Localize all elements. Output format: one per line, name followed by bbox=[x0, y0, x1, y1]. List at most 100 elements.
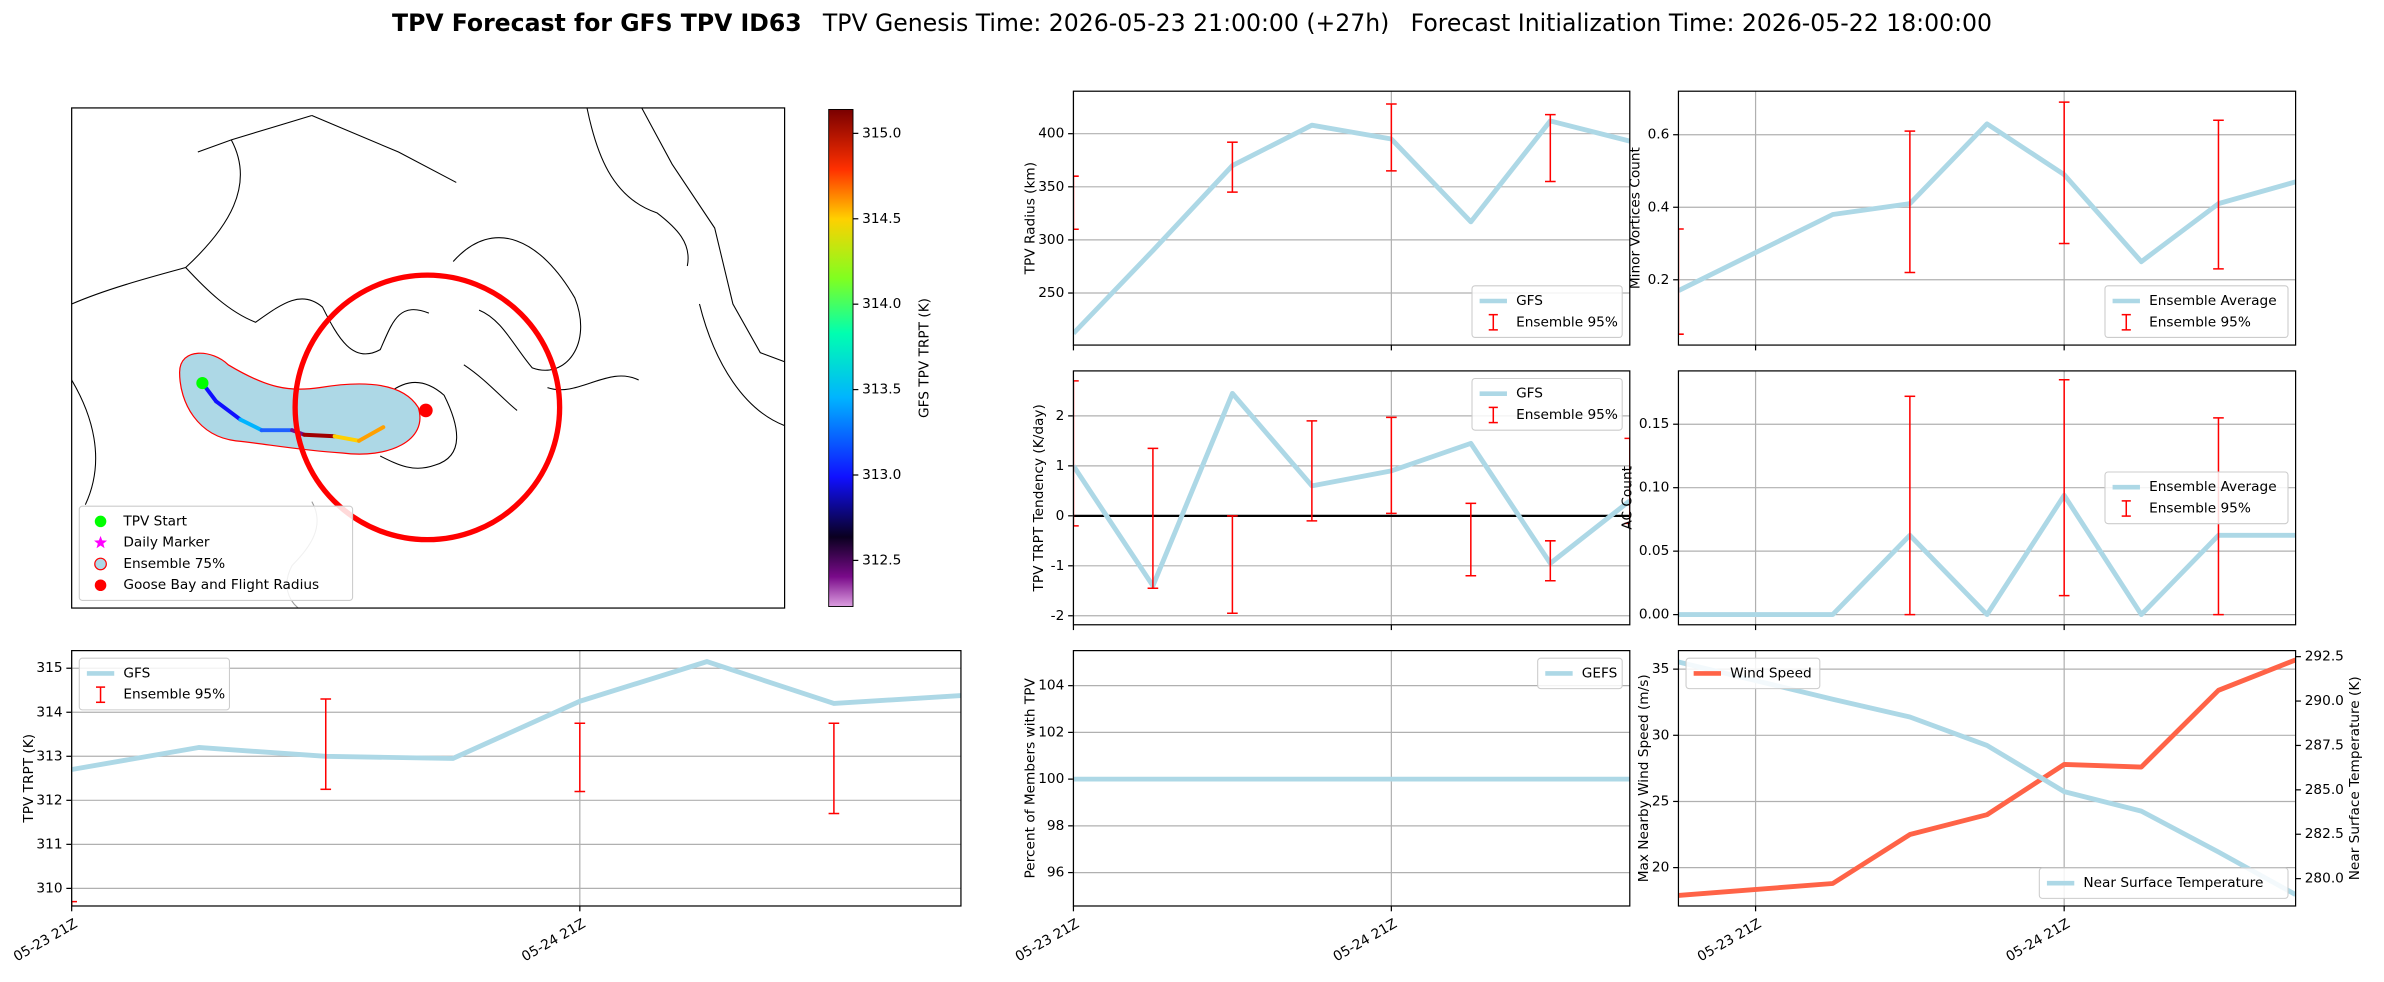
y-axis-label: TPV TRPT Tendency (K/day) bbox=[1031, 404, 1047, 592]
plot-area bbox=[1678, 379, 2296, 618]
legend-label: GEFS bbox=[1582, 665, 1618, 681]
colorbar-tick-label: 312.5 bbox=[862, 552, 901, 568]
series-line bbox=[1678, 659, 2296, 897]
legend-box bbox=[2104, 285, 2289, 338]
y-axis-label: TPV TRPT (K) bbox=[21, 734, 37, 824]
y-axis-label: Percent of Members with TPV bbox=[1023, 678, 1039, 879]
y2-tick-label: 285.0 bbox=[2305, 782, 2344, 798]
legend: GFS Ensemble 95% bbox=[1471, 285, 1623, 338]
colorbar bbox=[828, 108, 854, 607]
y-tick-label: 0 bbox=[1056, 508, 1065, 524]
legend: GFS Ensemble 95% bbox=[1471, 377, 1623, 431]
legend-label: Ensemble Average bbox=[2149, 293, 2277, 309]
y-tick-label: 30 bbox=[1652, 727, 1669, 743]
title-main: TPV Forecast for GFS TPV ID63 bbox=[392, 9, 802, 37]
legend-label: Near Surface Temperature bbox=[2083, 875, 2263, 891]
y-tick-label: 0.2 bbox=[1648, 272, 1670, 288]
colorbar-tick-label: 313.0 bbox=[862, 467, 901, 483]
y-tick-label: 20 bbox=[1652, 860, 1669, 876]
legend-label: Ensemble 95% bbox=[1516, 314, 1618, 330]
legend-swatch bbox=[94, 515, 107, 528]
y-tick-label: 0.6 bbox=[1648, 127, 1670, 143]
flight-radius bbox=[292, 272, 563, 543]
legend: Ensemble Average Ensemble 95% bbox=[2104, 471, 2289, 525]
x-tick-label: 05-24 21Z bbox=[1331, 916, 1400, 965]
legend-label: Ensemble Average bbox=[2149, 479, 2277, 495]
legend-label: Wind Speed bbox=[1730, 665, 1812, 681]
ensemble-75-area bbox=[178, 352, 421, 455]
legend-label: GFS bbox=[1516, 293, 1543, 309]
y-axis-label: Max Nearby Wind Speed (m/s) bbox=[1636, 674, 1652, 882]
x-tick-label: 05-23 21Z bbox=[11, 916, 80, 965]
plot-area bbox=[1073, 103, 1630, 336]
y-tick-label: 313 bbox=[36, 748, 62, 764]
legend: GFS Ensemble 95% bbox=[78, 657, 230, 711]
legend-label: Ensemble 95% bbox=[1516, 407, 1618, 423]
y-tick-label: 0.15 bbox=[1639, 416, 1669, 432]
y-tick-label: 400 bbox=[1038, 126, 1064, 142]
series-line bbox=[1073, 390, 1630, 589]
y2-tick-label: 287.5 bbox=[2305, 737, 2344, 753]
y2-tick-label: 280.0 bbox=[2305, 871, 2344, 887]
colorbar-tick-label: 313.5 bbox=[862, 382, 901, 398]
y-tick-label: 100 bbox=[1038, 771, 1064, 787]
plot-area bbox=[1073, 380, 1630, 615]
legend: Ensemble Average Ensemble 95% bbox=[2104, 285, 2289, 338]
y-tick-label: 315 bbox=[36, 660, 62, 676]
y-tick-label: -1 bbox=[1051, 558, 1065, 574]
legend-box bbox=[78, 657, 230, 711]
y-tick-label: 314 bbox=[36, 704, 62, 720]
y-tick-label: 350 bbox=[1038, 179, 1064, 195]
colorbar-tick-label: 315.0 bbox=[862, 125, 901, 141]
genesis-time: TPV Genesis Time: 2026-05-23 21:00:00 (+… bbox=[822, 9, 1389, 37]
y-tick-label: 250 bbox=[1038, 285, 1064, 301]
map-frame bbox=[71, 107, 786, 609]
coastlines bbox=[71, 107, 785, 505]
legend-swatch bbox=[94, 557, 107, 571]
plot-background bbox=[1678, 650, 2296, 906]
y-axis-label: TPV Radius (km) bbox=[1023, 162, 1039, 275]
plot-frame bbox=[71, 650, 962, 907]
legend-box bbox=[1471, 377, 1623, 431]
plot-frame bbox=[1677, 90, 2297, 346]
init-time: Forecast Initialization Time: 2026-05-22… bbox=[1411, 9, 1992, 37]
plot-area bbox=[1678, 101, 2296, 335]
plot-frame bbox=[1072, 90, 1631, 346]
legend-label: Ensemble 75% bbox=[123, 556, 225, 572]
y-tick-label: 35 bbox=[1652, 661, 1669, 677]
colorbar-label: GFS TPV TRPT (K) bbox=[916, 298, 932, 418]
legend: Near Surface Temperature bbox=[2038, 867, 2289, 899]
legend-label: TPV Start bbox=[122, 513, 187, 529]
plot-frame bbox=[1677, 650, 2297, 907]
y-tick-label: 0.10 bbox=[1639, 480, 1669, 496]
y2-tick-label: 292.5 bbox=[2305, 649, 2344, 665]
legend-swatch bbox=[94, 579, 107, 592]
legend: TPV Start Daily Marker Ensemble 75% Goose B… bbox=[78, 505, 354, 601]
tpv-start bbox=[196, 376, 209, 390]
series-line bbox=[1678, 492, 2296, 618]
y-tick-label: 311 bbox=[36, 836, 62, 852]
colorbar-tick-label: 314.5 bbox=[862, 211, 901, 227]
y-axis-label: AC Count bbox=[1619, 465, 1635, 529]
series-line bbox=[71, 659, 961, 772]
y-tick-label: 25 bbox=[1652, 793, 1669, 809]
y-tick-label: 102 bbox=[1038, 724, 1064, 740]
y-axis-label: Minor Vortices Count bbox=[1628, 146, 1644, 289]
legend-label: Ensemble 95% bbox=[123, 687, 225, 703]
legend-swatch bbox=[94, 535, 108, 549]
legend-box bbox=[1685, 657, 1821, 690]
colorbar-tick-label: 314.0 bbox=[862, 296, 901, 312]
legend: GEFS bbox=[1537, 657, 1623, 690]
y-tick-label: -2 bbox=[1051, 608, 1065, 624]
legend-label: Ensemble 95% bbox=[2149, 314, 2251, 330]
legend-label: GFS bbox=[123, 665, 150, 681]
y-tick-label: 300 bbox=[1038, 232, 1064, 248]
plot-area bbox=[71, 659, 961, 906]
y-tick-label: 310 bbox=[36, 880, 62, 896]
y-tick-label: 98 bbox=[1047, 818, 1064, 834]
y-tick-label: 312 bbox=[36, 792, 62, 808]
y-tick-label: 2 bbox=[1056, 408, 1065, 424]
goose-bay bbox=[419, 403, 433, 418]
plot-frame bbox=[1072, 370, 1631, 626]
